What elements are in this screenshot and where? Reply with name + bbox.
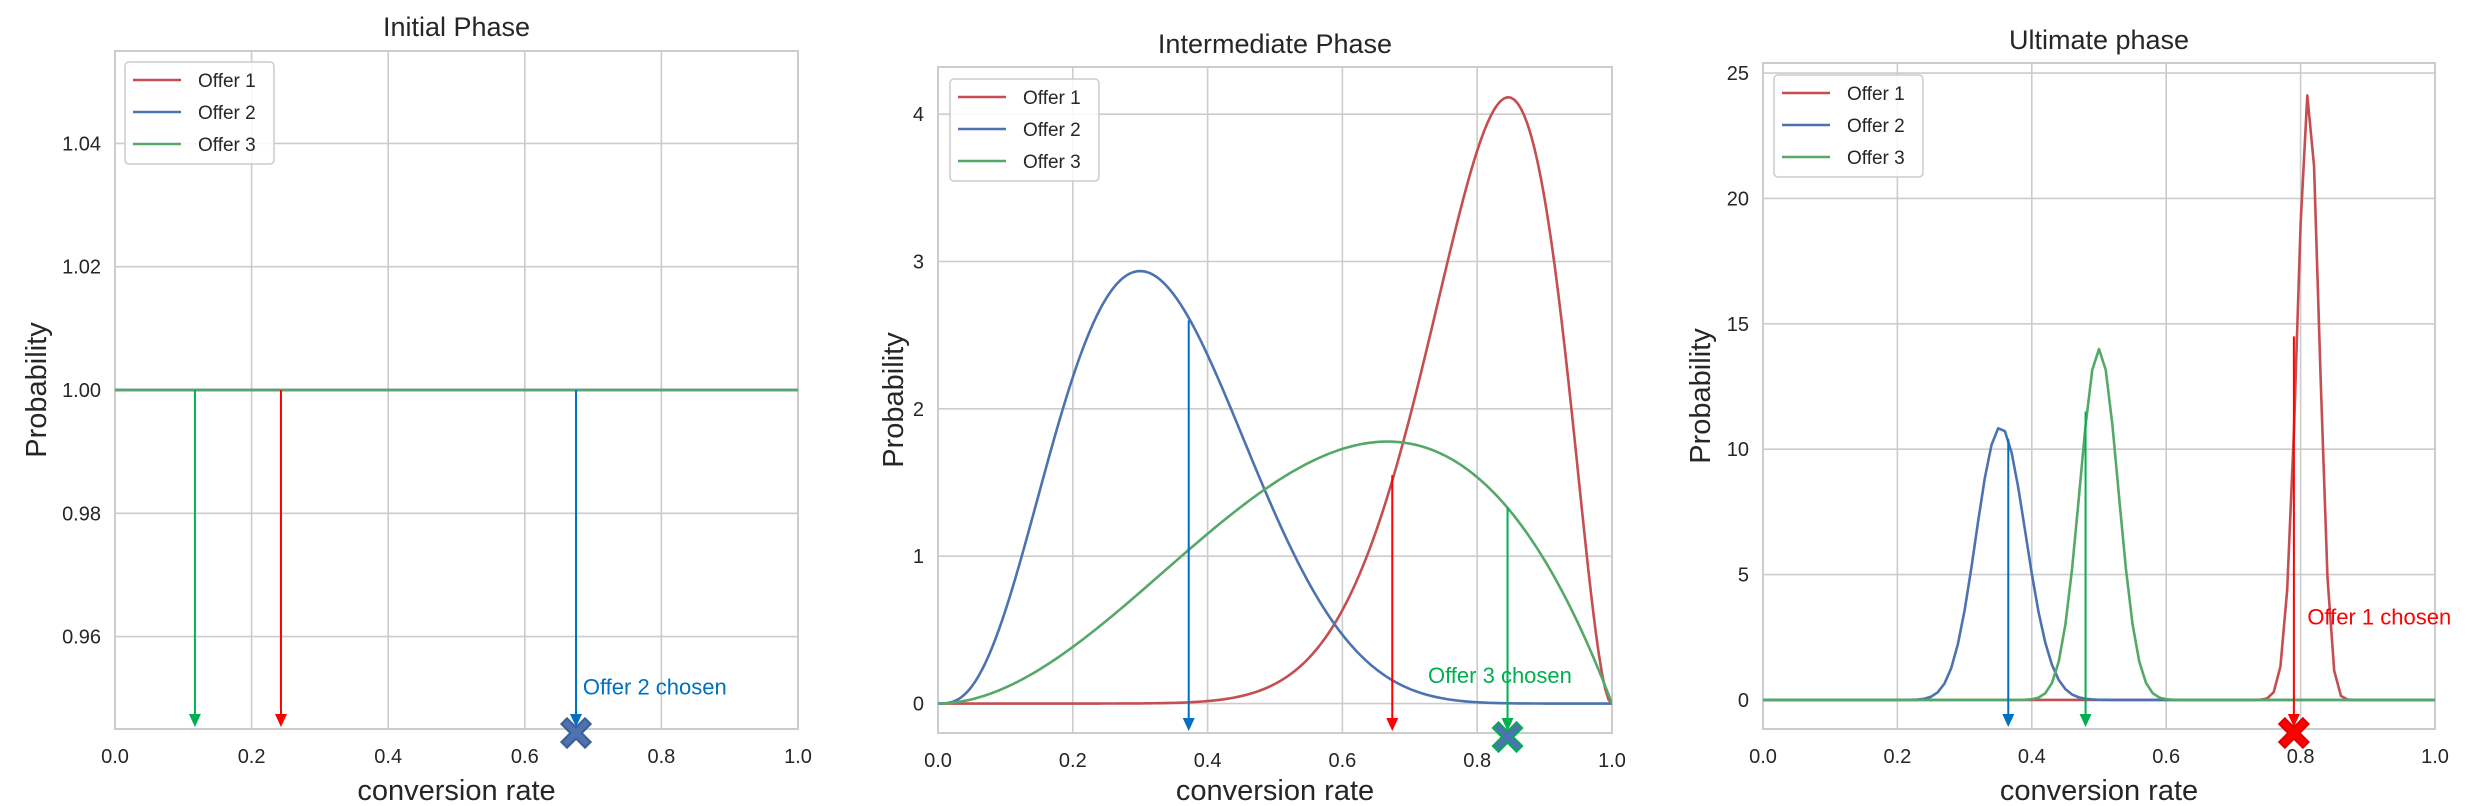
y-axis-label: Probability: [878, 332, 910, 468]
marker-face: [562, 719, 590, 747]
chosen-x-marker-icon: [1491, 720, 1524, 754]
x-tick-label: 0.8: [2287, 746, 2315, 768]
x-tick-label: 0.2: [1059, 750, 1087, 772]
x-tick-label: 0.6: [1328, 750, 1356, 772]
y-tick-label: 0.96: [62, 627, 101, 649]
legend-box: [1773, 74, 1924, 178]
series-line-offer-2: [938, 269, 1612, 705]
x-tick-label: 1.0: [2421, 746, 2449, 768]
series-line-offer-3: [938, 440, 1612, 705]
legend-label-offer-2: Offer 2: [1023, 120, 1081, 141]
subplot-title: Initial Phase: [383, 12, 530, 42]
x-axis-label: conversion rate: [2000, 775, 2198, 806]
legend: Offer 1 Offer 2 Offer 3: [949, 78, 1100, 182]
x-tick-label: 0.6: [2152, 746, 2180, 768]
legend-label-offer-1: Offer 1: [1847, 84, 1905, 105]
arrow-head-icon: [1386, 718, 1399, 731]
subplot-2: 0.0 0.2 0.4 0.6 0.8 1.0 0 1 2 3 4 Offer 3 chosen Int…: [878, 29, 1626, 806]
x-tick-label: 0.2: [1883, 746, 1911, 768]
chosen-x-marker-icon: [559, 716, 593, 750]
arrow-head-icon: [2287, 714, 2300, 727]
y-axis-label: Probability: [21, 322, 53, 458]
legend-box: [124, 61, 275, 165]
sample-arrow-offer-3: [1501, 507, 1514, 731]
y-tick-label: 5: [1738, 565, 1749, 587]
arrow-head-icon: [274, 714, 287, 727]
x-tick-label: 1.0: [784, 746, 812, 768]
x-axis-label: conversion rate: [1176, 775, 1374, 806]
y-tick-label: 3: [913, 251, 924, 273]
y-tick-label: 0: [913, 694, 924, 716]
chosen-annotation: Offer 1 chosen: [2307, 605, 2451, 630]
y-tick-label: 2: [913, 399, 924, 421]
x-tick-label: 0.8: [647, 746, 675, 768]
y-tick-label: 1: [913, 546, 924, 568]
y-tick-label: 10: [1727, 439, 1749, 461]
y-tick-label: 0.98: [62, 503, 101, 525]
legend-label-offer-3: Offer 3: [1847, 148, 1905, 169]
chosen-annotation: Offer 2 chosen: [583, 674, 727, 699]
subplot-3: 0.0 0.2 0.4 0.6 0.8 1.0 0 5 10 15 20 25 Offer 1 chos…: [1685, 25, 2451, 806]
x-tick-label: 0.0: [101, 746, 129, 768]
subplot-title: Intermediate Phase: [1158, 29, 1392, 59]
x-tick-label: 0.4: [1194, 750, 1222, 772]
sample-arrow-offer-2: [1182, 320, 1195, 731]
sample-arrow-offer-2: [570, 390, 583, 727]
x-tick-label: 0.2: [238, 746, 266, 768]
y-tick-label: 20: [1727, 188, 1749, 210]
sample-arrow-offer-1: [274, 390, 287, 727]
sample-arrow-offer-3: [188, 390, 201, 727]
arrow-head-icon: [188, 714, 201, 727]
x-tick-label: 0.6: [511, 746, 539, 768]
series-line-offer-3: [1763, 347, 2435, 702]
legend-label-offer-2: Offer 2: [1847, 116, 1905, 137]
x-tick-label: 0.8: [1463, 750, 1491, 772]
y-tick-label: 0: [1738, 690, 1749, 712]
x-tick-label: 0.0: [924, 750, 952, 772]
y-tick-label: 1.00: [62, 380, 101, 402]
sample-arrow-offer-1: [2287, 336, 2300, 727]
sample-arrow-offer-3: [2079, 411, 2092, 727]
legend-label-offer-2: Offer 2: [198, 103, 256, 124]
legend: Offer 1 Offer 2 Offer 3: [1773, 74, 1924, 178]
legend-box: [949, 78, 1100, 182]
x-axis-label: conversion rate: [357, 775, 555, 806]
y-axis-label: Probability: [1685, 328, 1717, 464]
y-tick-label: 15: [1727, 314, 1749, 336]
subplot-1: 0.0 0.2 0.4 0.6 0.8 1.0 0.96 0.98 1.00 1.02 1.04 Of…: [21, 12, 812, 806]
axes-frame: [937, 66, 1613, 734]
marker-face: [1494, 723, 1521, 751]
x-tick-label: 0.4: [2018, 746, 2046, 768]
y-tick-label: 25: [1727, 63, 1749, 85]
legend-label-offer-1: Offer 1: [1023, 88, 1081, 109]
legend-label-offer-3: Offer 3: [198, 135, 256, 156]
x-tick-label: 1.0: [1598, 750, 1626, 772]
legend: Offer 1 Offer 2 Offer 3: [124, 61, 275, 165]
x-tick-label: 0.4: [374, 746, 402, 768]
arrow-head-icon: [2002, 714, 2015, 727]
arrow-head-icon: [570, 714, 583, 727]
legend-label-offer-3: Offer 3: [1023, 152, 1081, 173]
legend-label-offer-1: Offer 1: [198, 71, 256, 92]
y-tick-label: 1.04: [62, 133, 101, 155]
subplot-title: Ultimate phase: [2009, 25, 2189, 55]
arrow-head-icon: [1501, 718, 1514, 731]
curves: [1763, 94, 2435, 702]
axes-frame: [1762, 62, 2436, 730]
curves: [938, 95, 1612, 705]
y-tick-label: 4: [913, 104, 924, 126]
chosen-x-marker-icon: [2277, 716, 2310, 750]
y-tick-label: 1.02: [62, 257, 101, 279]
x-tick-label: 0.0: [1749, 746, 1777, 768]
arrow-head-icon: [1182, 718, 1195, 731]
chosen-annotation: Offer 3 chosen: [1428, 663, 1572, 688]
arrow-head-icon: [2079, 714, 2092, 727]
sample-arrow-offer-2: [2002, 439, 2015, 727]
marker-face: [2280, 719, 2308, 747]
sample-arrow-offer-1: [1386, 475, 1399, 731]
series-line-offer-1: [938, 95, 1612, 705]
